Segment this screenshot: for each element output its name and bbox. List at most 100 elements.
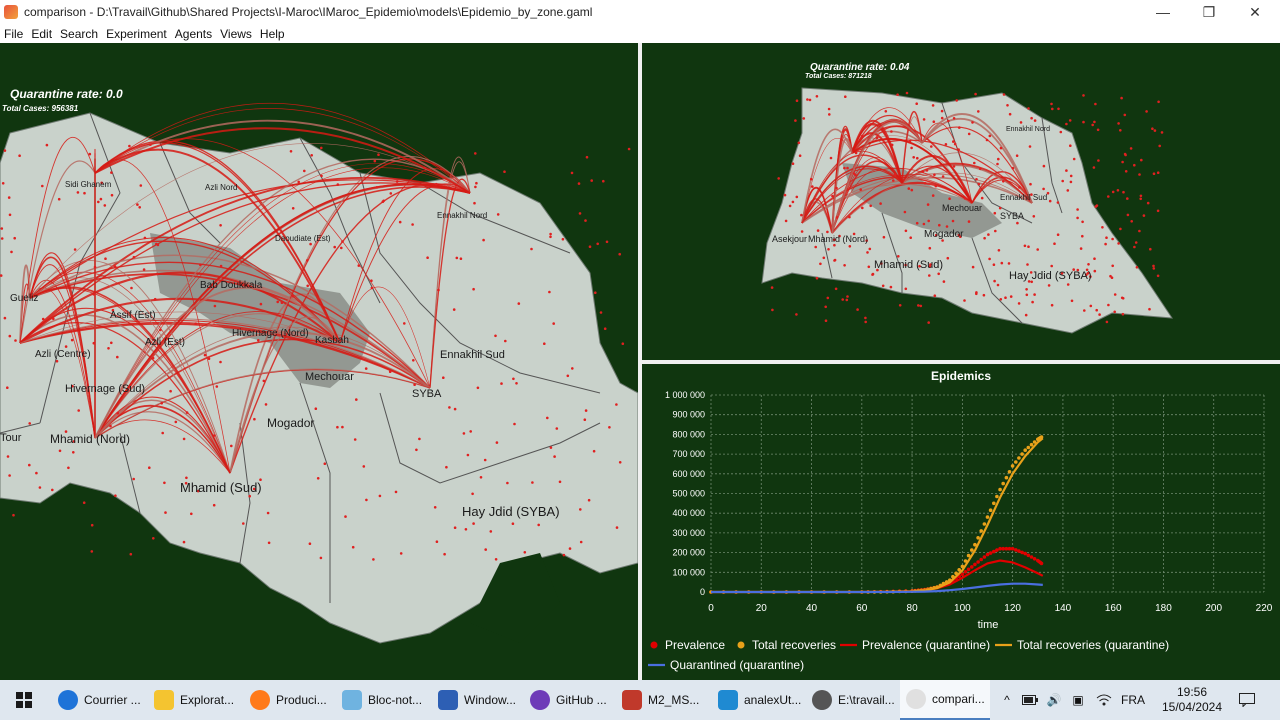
infection-dot [403,322,406,325]
infection-dot [577,182,581,185]
taskbar-app-6[interactable]: M2_MS... [616,680,708,720]
data-point [966,553,971,558]
notifications-icon[interactable] [1236,680,1258,720]
camera-icon[interactable]: ▣ [1072,693,1084,707]
zone-label: Sidi Ghanem [65,180,112,189]
zone-label: Mechouar [305,371,354,383]
infection-dot [466,453,470,457]
taskbar-app-7[interactable]: analexUt... [712,680,804,720]
y-tick-label: 900 000 [672,410,705,420]
infection-dot [182,540,186,544]
infection-dot [1027,245,1030,248]
infection-dot [795,195,799,199]
taskbar-app-2[interactable]: Produci... [244,680,332,720]
infection-dot [997,249,1001,252]
infection-dot [879,202,882,205]
taskbar-app-label: Window... [464,693,517,707]
infection-dot [822,256,826,260]
taskbar-app-5[interactable]: GitHub ... [524,680,610,720]
menu-search[interactable]: Search [60,26,99,41]
taskbar-app-4[interactable]: Window... [432,680,522,720]
taskbar-app-1[interactable]: Explorat... [148,680,240,720]
infection-dot [389,192,393,195]
title-bar: comparison - D:\Travail\Github\Shared Pr… [0,0,1280,24]
taskbar-app-0[interactable]: Courrier ... [52,680,148,720]
taskbar-app-label: M2_MS... [648,693,700,707]
map-view-no-quarantine[interactable]: Quarantine rate: 0.0 Total Cases: 956381… [0,43,638,680]
speaker-icon[interactable]: 🔊 [1046,693,1062,707]
infection-dot [824,305,827,309]
infection-dot [372,558,375,561]
infection-dot [230,444,233,448]
infection-dot [928,265,932,268]
infection-dot [64,345,68,348]
infection-dot [1051,107,1054,111]
zone-label: Azli (Est) [145,337,185,348]
menu-edit[interactable]: Edit [31,26,53,41]
map-canvas-right[interactable]: Quarantine rate: 0.04 Total Cases: 87121… [642,43,1280,360]
infection-dot [994,229,997,233]
close-button[interactable]: ✕ [1249,3,1261,20]
infection-dot [8,213,12,217]
infection-dot [511,522,515,525]
infection-dot [184,481,188,485]
infection-arc [19,311,341,344]
infection-dot [930,145,933,148]
menu-experiment[interactable]: Experiment [106,26,167,41]
menu-help[interactable]: Help [259,26,285,41]
infection-dot [323,462,327,466]
infection-dot [474,185,477,189]
restore-button[interactable]: ❐ [1202,3,1216,20]
infection-dot [203,353,207,357]
clock[interactable]: 19:56 15/04/2024 [1152,680,1232,720]
infection-dot [945,225,949,228]
windows-icon [16,692,32,708]
infection-dot [892,179,895,182]
menu-views[interactable]: Views [220,26,252,41]
infection-dot [1093,269,1097,273]
infection-dot [912,156,915,159]
infection-dot [500,382,503,385]
infection-dot [1025,293,1029,297]
start-button[interactable] [8,680,40,720]
infection-arc [851,139,1033,204]
data-point [1023,448,1027,452]
map-view-quarantine[interactable]: Quarantine rate: 0.04 Total Cases: 87121… [642,43,1280,360]
data-point [973,542,977,547]
legend-label: Quarantined (quarantine) [670,658,804,672]
infection-dot [472,522,475,525]
infection-dot [967,220,971,223]
infection-dot [1048,199,1052,203]
minimize-button[interactable]: — [1156,4,1170,20]
wifi-icon[interactable] [1094,680,1114,720]
infection-dot [0,274,3,277]
infection-dot [904,287,908,291]
infection-dot [977,110,980,113]
infection-dot [1053,242,1056,245]
infection-dot [111,308,115,312]
epidemics-chart-view[interactable]: Epidemics 0 100 000 200 000 300 000 400 000 5… [642,364,1280,680]
map-canvas-left[interactable]: Quarantine rate: 0.0 Total Cases: 956381… [0,43,638,680]
taskbar-app-8[interactable]: E:\travail... [806,680,896,720]
infection-dot [932,120,936,123]
infection-dot [615,403,618,406]
taskbar-app-label: compari... [932,692,985,706]
taskbar-app-3[interactable]: Bloc-not... [336,680,430,720]
taskbar-app-9[interactable]: compari... [900,680,990,720]
infection-dot [280,301,284,305]
chevron-up-icon[interactable]: ^ [1004,693,1010,707]
chart-y-tick-labels: 0 100 000 200 000 300 000 400 000 500 000 600 … [665,390,705,597]
infection-dot [784,219,788,223]
infection-arc [831,174,973,234]
infection-arc [29,277,231,474]
menu-agents[interactable]: Agents [174,26,213,41]
infection-dot [1098,313,1101,316]
language-indicator[interactable]: FRA [1121,693,1145,707]
infection-dot [88,152,92,156]
infection-dot [1,182,5,185]
infection-dot [72,440,76,443]
battery-icon[interactable] [1020,680,1040,720]
infection-dot [1011,166,1015,170]
infection-arc [801,183,973,224]
menu-file[interactable]: File [4,26,24,41]
